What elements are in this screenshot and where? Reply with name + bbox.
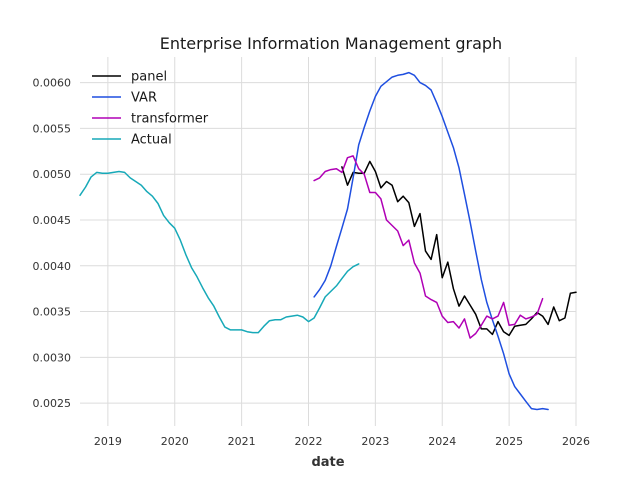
x-tick-label: 2024: [428, 435, 456, 448]
x-axis: 2019 2020 2021 2022 2023 2024 2025 2026: [94, 435, 590, 448]
legend-label-transformer: transformer: [131, 112, 209, 127]
series-line-transformer: [313, 155, 544, 339]
y-tick-label: 0.0025: [33, 397, 72, 410]
x-tick-label: 2020: [161, 435, 189, 448]
x-tick-label: 2025: [495, 435, 523, 448]
x-tick-label: 2022: [294, 435, 322, 448]
x-tick-label: 2026: [562, 435, 590, 448]
series-line-actual: [79, 170, 360, 334]
x-tick-label: 2023: [361, 435, 389, 448]
x-tick-label: 2021: [228, 435, 256, 448]
legend-label-actual: Actual: [131, 133, 172, 148]
y-tick-label: 0.0055: [33, 122, 72, 135]
y-tick-label: 0.0050: [33, 168, 72, 181]
y-axis: 0.0025 0.0030 0.0035 0.0040 0.0045 0.0050 0.00…: [33, 77, 72, 410]
series-line-panel: [341, 160, 577, 337]
legend-label-var: VAR: [131, 91, 157, 106]
legend: panel VAR transformer Actual: [92, 70, 209, 148]
y-tick-label: 0.0030: [33, 351, 72, 364]
legend-label-panel: panel: [131, 70, 167, 85]
series-lines: [79, 71, 577, 411]
y-tick-label: 0.0045: [33, 214, 72, 227]
y-tick-label: 0.0060: [33, 77, 72, 90]
y-tick-label: 0.0035: [33, 306, 72, 319]
y-tick-label: 0.0040: [33, 260, 72, 273]
chart-title: Enterprise Information Management graph: [160, 34, 502, 53]
series-line-var: [313, 71, 549, 411]
x-axis-label: date: [311, 455, 344, 470]
x-tick-label: 2019: [94, 435, 122, 448]
